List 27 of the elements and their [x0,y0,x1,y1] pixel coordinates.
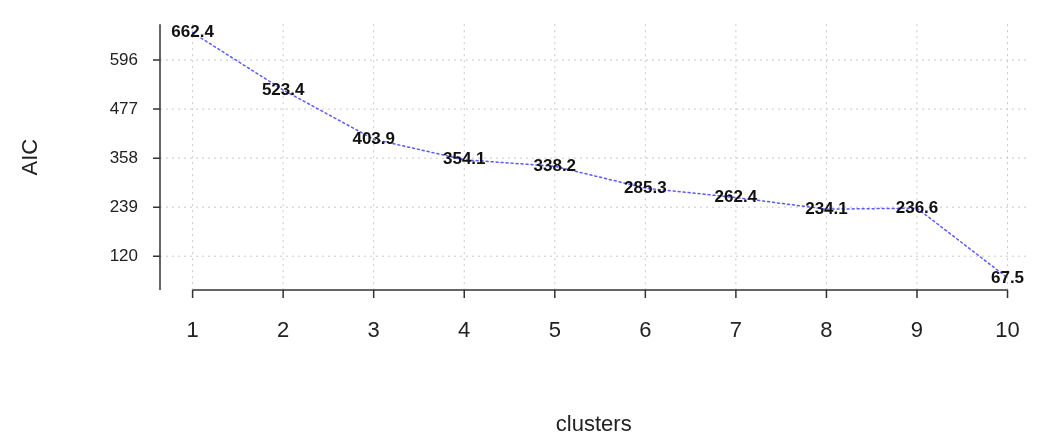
y-tick-label: 239 [109,196,138,216]
x-tick-label: 1 [186,317,199,343]
data-label: 236.6 [895,197,939,217]
data-label: 662.4 [171,22,215,42]
data-label: 67.5 [990,267,1025,287]
x-tick-label: 7 [729,317,743,343]
data-label: 354.1 [442,149,486,169]
data-label: 338.2 [533,155,577,175]
x-tick-label: 5 [548,317,561,343]
x-tick-label: 2 [277,317,290,343]
data-label: 234.1 [805,198,848,218]
data-label: 403.9 [352,128,395,148]
y-tick-label: 120 [109,245,138,265]
data-label: 262.4 [714,187,758,207]
y-tick-label: 477 [109,98,138,118]
y-tick-label: 596 [109,49,138,69]
x-tick-label: 3 [367,317,380,343]
x-tick-label: 4 [458,317,471,343]
data-label: 285.3 [624,177,667,197]
x-tick-label: 10 [995,317,1020,343]
x-tick-label: 9 [910,317,924,343]
y-tick-label: 358 [109,147,138,167]
x-tick-label: 8 [820,317,833,343]
y-axis-title: AIC [17,138,43,176]
x-axis-title: clusters [555,410,632,436]
data-label: 523.4 [261,79,305,99]
x-tick-label: 6 [639,317,652,343]
